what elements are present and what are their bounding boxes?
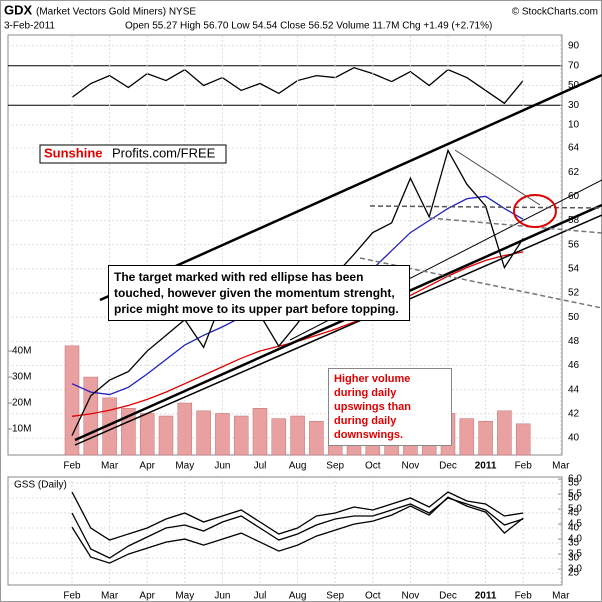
y-tick-label: 56 bbox=[568, 239, 580, 250]
logo-box bbox=[39, 144, 227, 164]
y-tick-label: 35 bbox=[568, 538, 580, 549]
x-tick-label: Feb bbox=[515, 461, 533, 472]
y-tick-label: 62 bbox=[568, 167, 580, 178]
x-tick-label: Jul bbox=[254, 461, 267, 472]
x-tick-label: May bbox=[175, 591, 194, 602]
y2-tick-label: 40M bbox=[12, 346, 31, 357]
volume-bar bbox=[290, 415, 305, 456]
volume-bar bbox=[478, 420, 493, 456]
y2-tick-label: 20M bbox=[12, 398, 31, 409]
y2-tick-label: 3.0 bbox=[568, 564, 582, 575]
series-line bbox=[71, 491, 524, 541]
x-tick-label: Aug bbox=[289, 591, 307, 602]
x-tick-label: 2011 bbox=[475, 591, 497, 602]
volume-bar bbox=[459, 418, 475, 456]
x-tick-label: Mar bbox=[101, 461, 119, 472]
logo-red: Sunshine bbox=[44, 145, 103, 160]
x-tick-label: Mar bbox=[101, 591, 119, 602]
y-tick-label: 42 bbox=[568, 409, 580, 420]
volume-bar bbox=[83, 376, 99, 456]
y-tick-label: 70 bbox=[568, 60, 580, 71]
volume-bar bbox=[497, 410, 512, 456]
y-tick-label: 48 bbox=[568, 336, 580, 347]
y-tick-label: 40 bbox=[568, 433, 580, 444]
y-tick-label: 50 bbox=[568, 312, 580, 323]
y-tick-label: 52 bbox=[568, 288, 580, 299]
y-tick-label: 30 bbox=[568, 100, 580, 111]
y-tick-label: 58 bbox=[568, 215, 580, 226]
y-tick-label: 64 bbox=[568, 143, 580, 154]
y-tick-label: 90 bbox=[568, 41, 580, 52]
x-tick-label: Apr bbox=[139, 591, 155, 602]
y-tick-label: 30 bbox=[568, 553, 580, 564]
y-tick-label: 44 bbox=[568, 384, 580, 395]
x-tick-label: Aug bbox=[289, 461, 307, 472]
y-tick-label: 50 bbox=[568, 80, 580, 91]
y-tick-label: 40 bbox=[568, 523, 580, 534]
y-tick-label: 45 bbox=[568, 508, 580, 519]
x-tick-label: Sep bbox=[326, 591, 344, 602]
series-line bbox=[71, 148, 524, 436]
x-tick-label: Feb bbox=[515, 591, 533, 602]
volume-bar bbox=[271, 418, 287, 456]
subtitle: (Market Vectors Gold Miners) NYSE bbox=[36, 7, 196, 18]
annotation-box: The target marked with red ellipse has b… bbox=[108, 265, 410, 321]
y2-tick-label: 10M bbox=[12, 424, 31, 435]
x-tick-label: Oct bbox=[365, 461, 381, 472]
volume-bar bbox=[158, 415, 174, 456]
y-tick-label: 54 bbox=[568, 263, 580, 274]
x-tick-label: Jun bbox=[214, 461, 230, 472]
x-tick-label: Feb bbox=[63, 461, 81, 472]
volume-bar bbox=[252, 407, 268, 456]
x-tick-label: 2011 bbox=[475, 461, 497, 472]
x-tick-label: Apr bbox=[139, 461, 155, 472]
y2-tick-label: 30M bbox=[12, 372, 31, 383]
y-tick-label: 10 bbox=[568, 120, 580, 131]
x-tick-label: Mar bbox=[552, 591, 570, 602]
x-tick-label: Dec bbox=[439, 591, 457, 602]
volume-bar bbox=[215, 413, 230, 456]
x-tick-label: Mar bbox=[552, 461, 570, 472]
date: 3-Feb-2011 bbox=[4, 21, 55, 32]
x-tick-label: Dec bbox=[439, 461, 457, 472]
x-tick-label: Jun bbox=[214, 591, 230, 602]
y-tick-label: 25 bbox=[568, 568, 580, 579]
y2-tick-label: 5.0 bbox=[568, 504, 582, 515]
volume-bar bbox=[515, 423, 531, 456]
y2-tick-label: 4.5 bbox=[568, 519, 582, 530]
volume-bar bbox=[139, 413, 155, 456]
target-ellipse bbox=[513, 194, 557, 228]
logo-black: Profits.com/FREE bbox=[112, 145, 216, 160]
y2-tick-label: 6.0 bbox=[568, 474, 582, 485]
series-line bbox=[71, 496, 524, 564]
x-tick-label: Oct bbox=[365, 591, 381, 602]
quote: Open 55.27 High 56.70 Low 54.54 Close 56… bbox=[125, 21, 492, 32]
y2-tick-label: 5.5 bbox=[568, 489, 582, 500]
x-tick-label: Nov bbox=[402, 591, 420, 602]
title: GDX bbox=[4, 2, 33, 17]
y-tick-label: 46 bbox=[568, 360, 580, 371]
series-line bbox=[71, 497, 524, 559]
volume-bar bbox=[233, 415, 249, 456]
volume-bar bbox=[309, 420, 324, 456]
source: © StockCharts.com bbox=[512, 7, 598, 18]
x-tick-label: Nov bbox=[402, 461, 420, 472]
volume-bar bbox=[177, 402, 193, 456]
y2-tick-label: 4.0 bbox=[568, 534, 582, 545]
y2-tick-label: 3.5 bbox=[568, 549, 582, 560]
gss-title: GSS (Daily) bbox=[14, 480, 67, 491]
volume-note: Higher volume during daily upswings than… bbox=[328, 368, 452, 446]
y-tick-label: 50 bbox=[568, 493, 580, 504]
gss-panel bbox=[7, 476, 563, 586]
volume-bar bbox=[196, 410, 211, 456]
x-tick-label: Feb bbox=[63, 591, 81, 602]
y-tick-label: 60 bbox=[568, 191, 580, 202]
x-tick-label: Jul bbox=[254, 591, 267, 602]
y-tick-label: 55 bbox=[568, 478, 580, 489]
x-tick-label: Sep bbox=[326, 461, 344, 472]
x-tick-label: May bbox=[175, 461, 194, 472]
